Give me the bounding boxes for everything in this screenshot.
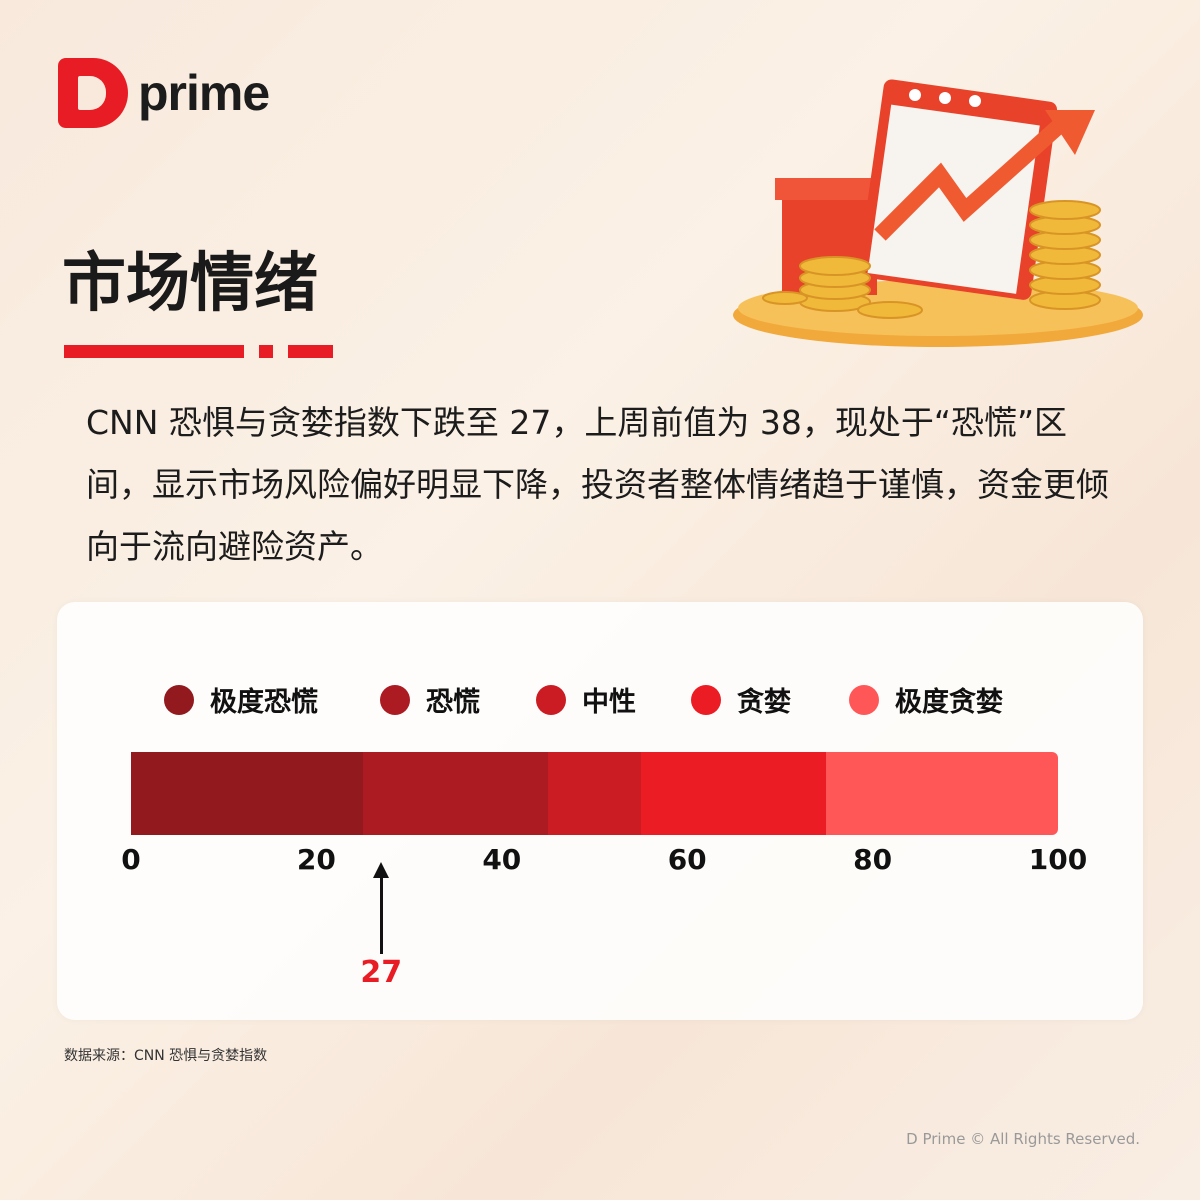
legend-label: 极度恐慌 bbox=[210, 687, 318, 718]
fear-greed-bar bbox=[131, 752, 1058, 835]
data-source: 数据来源：CNN 恐惧与贪婪指数 bbox=[64, 1048, 268, 1064]
bar-segment bbox=[548, 752, 641, 835]
logo-text: prime bbox=[138, 65, 270, 121]
legend-dot bbox=[380, 684, 410, 715]
marker-value: 27 bbox=[360, 955, 403, 990]
summary-text: CNN 恐惧与贪婪指数下跌至 27，上周前值为 38，现处于“恐慌”区间，显示市… bbox=[86, 403, 1109, 566]
tick-label: 60 bbox=[667, 843, 707, 876]
tick-label: 40 bbox=[482, 843, 522, 876]
copyright: D Prime © All Rights Reserved. bbox=[906, 1130, 1140, 1148]
bar-segment bbox=[362, 752, 549, 835]
legend-label: 恐慌 bbox=[426, 687, 480, 718]
logo: prime bbox=[58, 58, 270, 128]
legend-dot bbox=[691, 684, 721, 715]
legend-label: 贪婪 bbox=[737, 687, 791, 718]
legend-dot bbox=[164, 684, 194, 715]
title-underline bbox=[64, 345, 244, 358]
tick-label: 0 bbox=[121, 843, 141, 876]
tick-label: 100 bbox=[1028, 843, 1088, 876]
tick-label: 80 bbox=[853, 843, 893, 876]
legend-item: 贪婪 bbox=[691, 680, 791, 719]
logo-mark bbox=[58, 58, 128, 128]
legend-dot bbox=[536, 684, 566, 715]
legend-item: 恐慌 bbox=[380, 680, 480, 719]
bar-segment bbox=[131, 752, 363, 835]
page-title: 市场情绪 bbox=[62, 247, 318, 321]
marker-arrow-icon bbox=[372, 862, 389, 954]
legend-dot bbox=[849, 684, 879, 715]
legend-item: 极度恐慌 bbox=[164, 680, 318, 719]
calendar-coins-illustration bbox=[730, 70, 1150, 360]
legend-label: 中性 bbox=[582, 687, 636, 718]
tick-label: 20 bbox=[296, 843, 336, 876]
bar-segment bbox=[640, 752, 827, 835]
title-underline-dash bbox=[288, 345, 333, 358]
title-underline-dot bbox=[259, 345, 273, 358]
bar-segment bbox=[826, 752, 1058, 835]
legend-item: 中性 bbox=[536, 680, 636, 719]
legend-label: 极度贪婪 bbox=[895, 687, 1003, 718]
legend-item: 极度贪婪 bbox=[849, 680, 1003, 719]
